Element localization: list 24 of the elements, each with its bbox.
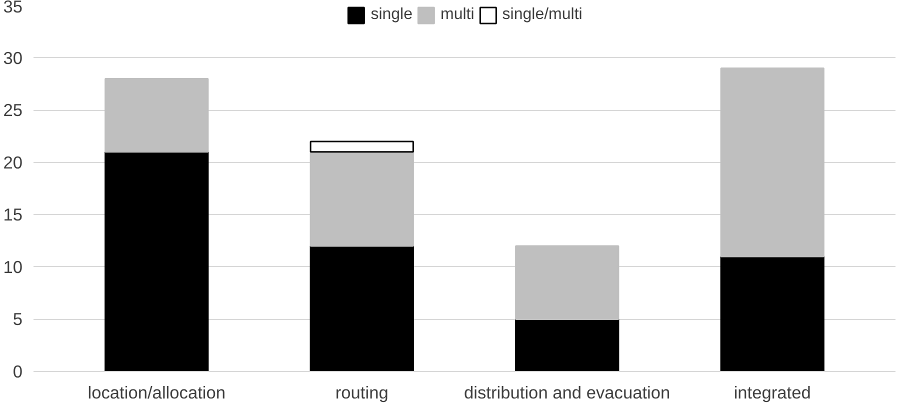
y-tick-label: 30 <box>3 48 23 68</box>
x-tick-label: location/allocation <box>88 382 226 402</box>
x-tick-label: integrated <box>734 382 811 402</box>
bar <box>720 256 824 372</box>
y-tick-label: 5 <box>12 309 23 330</box>
y-tick-label: 15 <box>3 204 23 225</box>
bar <box>515 245 620 320</box>
y-tick-label: 0 <box>12 362 23 382</box>
legend-label: single/multi <box>502 6 582 24</box>
y-tick-label: 10 <box>3 256 23 277</box>
bar <box>720 67 824 258</box>
bar <box>515 318 620 372</box>
legend-label: single <box>370 6 412 24</box>
y-tick-label: 35 <box>3 0 23 16</box>
x-tick-label: routing <box>335 382 388 402</box>
bar <box>310 245 414 372</box>
y-tick-label: 20 <box>3 152 23 172</box>
y-tick-label: 25 <box>3 100 23 120</box>
bar <box>310 140 414 153</box>
bar <box>104 78 209 153</box>
x-tick-label: distribution and evacuation <box>464 382 670 402</box>
legend-label: multi <box>440 6 474 24</box>
bar <box>104 151 209 372</box>
bar <box>310 151 414 247</box>
